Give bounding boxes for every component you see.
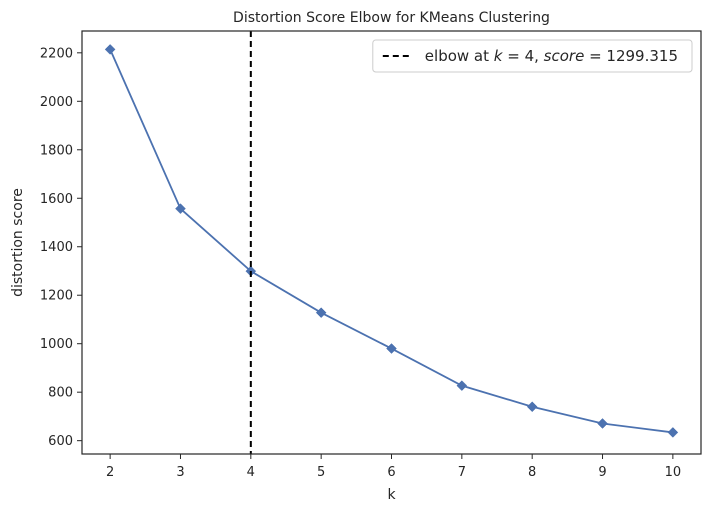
x-axis-label: k [387, 487, 396, 503]
data-point [315, 307, 327, 319]
legend-k-value: 4 [525, 47, 535, 65]
chart-title: Distortion Score Elbow for KMeans Cluste… [233, 10, 550, 26]
legend-k-var: k [494, 47, 504, 65]
legend-score-var: score [544, 47, 585, 65]
y-tick-label: 1000 [40, 337, 73, 352]
y-tick-label: 600 [48, 434, 73, 449]
data-point [175, 203, 186, 215]
legend: elbow at k = 4, score = 1299.315 [372, 39, 693, 73]
data-point [526, 401, 538, 413]
legend-box [372, 39, 693, 73]
data-point [597, 418, 608, 429]
plot-frame [81, 30, 702, 455]
x-tick-label: 5 [317, 465, 325, 480]
legend-sep: , [534, 47, 544, 65]
y-tick-label: 2200 [40, 46, 73, 61]
data-point [386, 343, 397, 354]
legend-prefix: elbow at [425, 47, 494, 65]
series-line [109, 49, 673, 434]
y-tick-label: 1800 [40, 143, 73, 158]
y-tick-label: 1400 [40, 240, 73, 255]
x-tick-label: 3 [176, 465, 184, 480]
x-tick-label: 7 [458, 465, 466, 480]
y-tick-label: 800 [48, 386, 73, 401]
x-tick-label: 10 [665, 465, 682, 480]
y-axis-label: distortion score [10, 188, 26, 297]
data-point [667, 427, 679, 438]
legend-eq-1: = [502, 47, 524, 65]
x-tick-label: 6 [387, 465, 395, 480]
legend-score-value: 1299.315 [606, 47, 678, 65]
x-tick-label: 4 [247, 465, 255, 480]
data-point [104, 44, 116, 55]
legend-eq-2: = [584, 47, 606, 65]
x-tick-label: 9 [598, 465, 606, 480]
y-tick-label: 2000 [40, 95, 73, 110]
legend-label: elbow at k = 4, score = 1299.315 [425, 47, 678, 65]
x-tick-label: 2 [106, 465, 114, 480]
data-point [456, 380, 468, 391]
x-tick-label: 8 [528, 465, 536, 480]
y-tick-label: 1200 [40, 289, 73, 304]
y-tick-label: 1600 [40, 192, 73, 207]
